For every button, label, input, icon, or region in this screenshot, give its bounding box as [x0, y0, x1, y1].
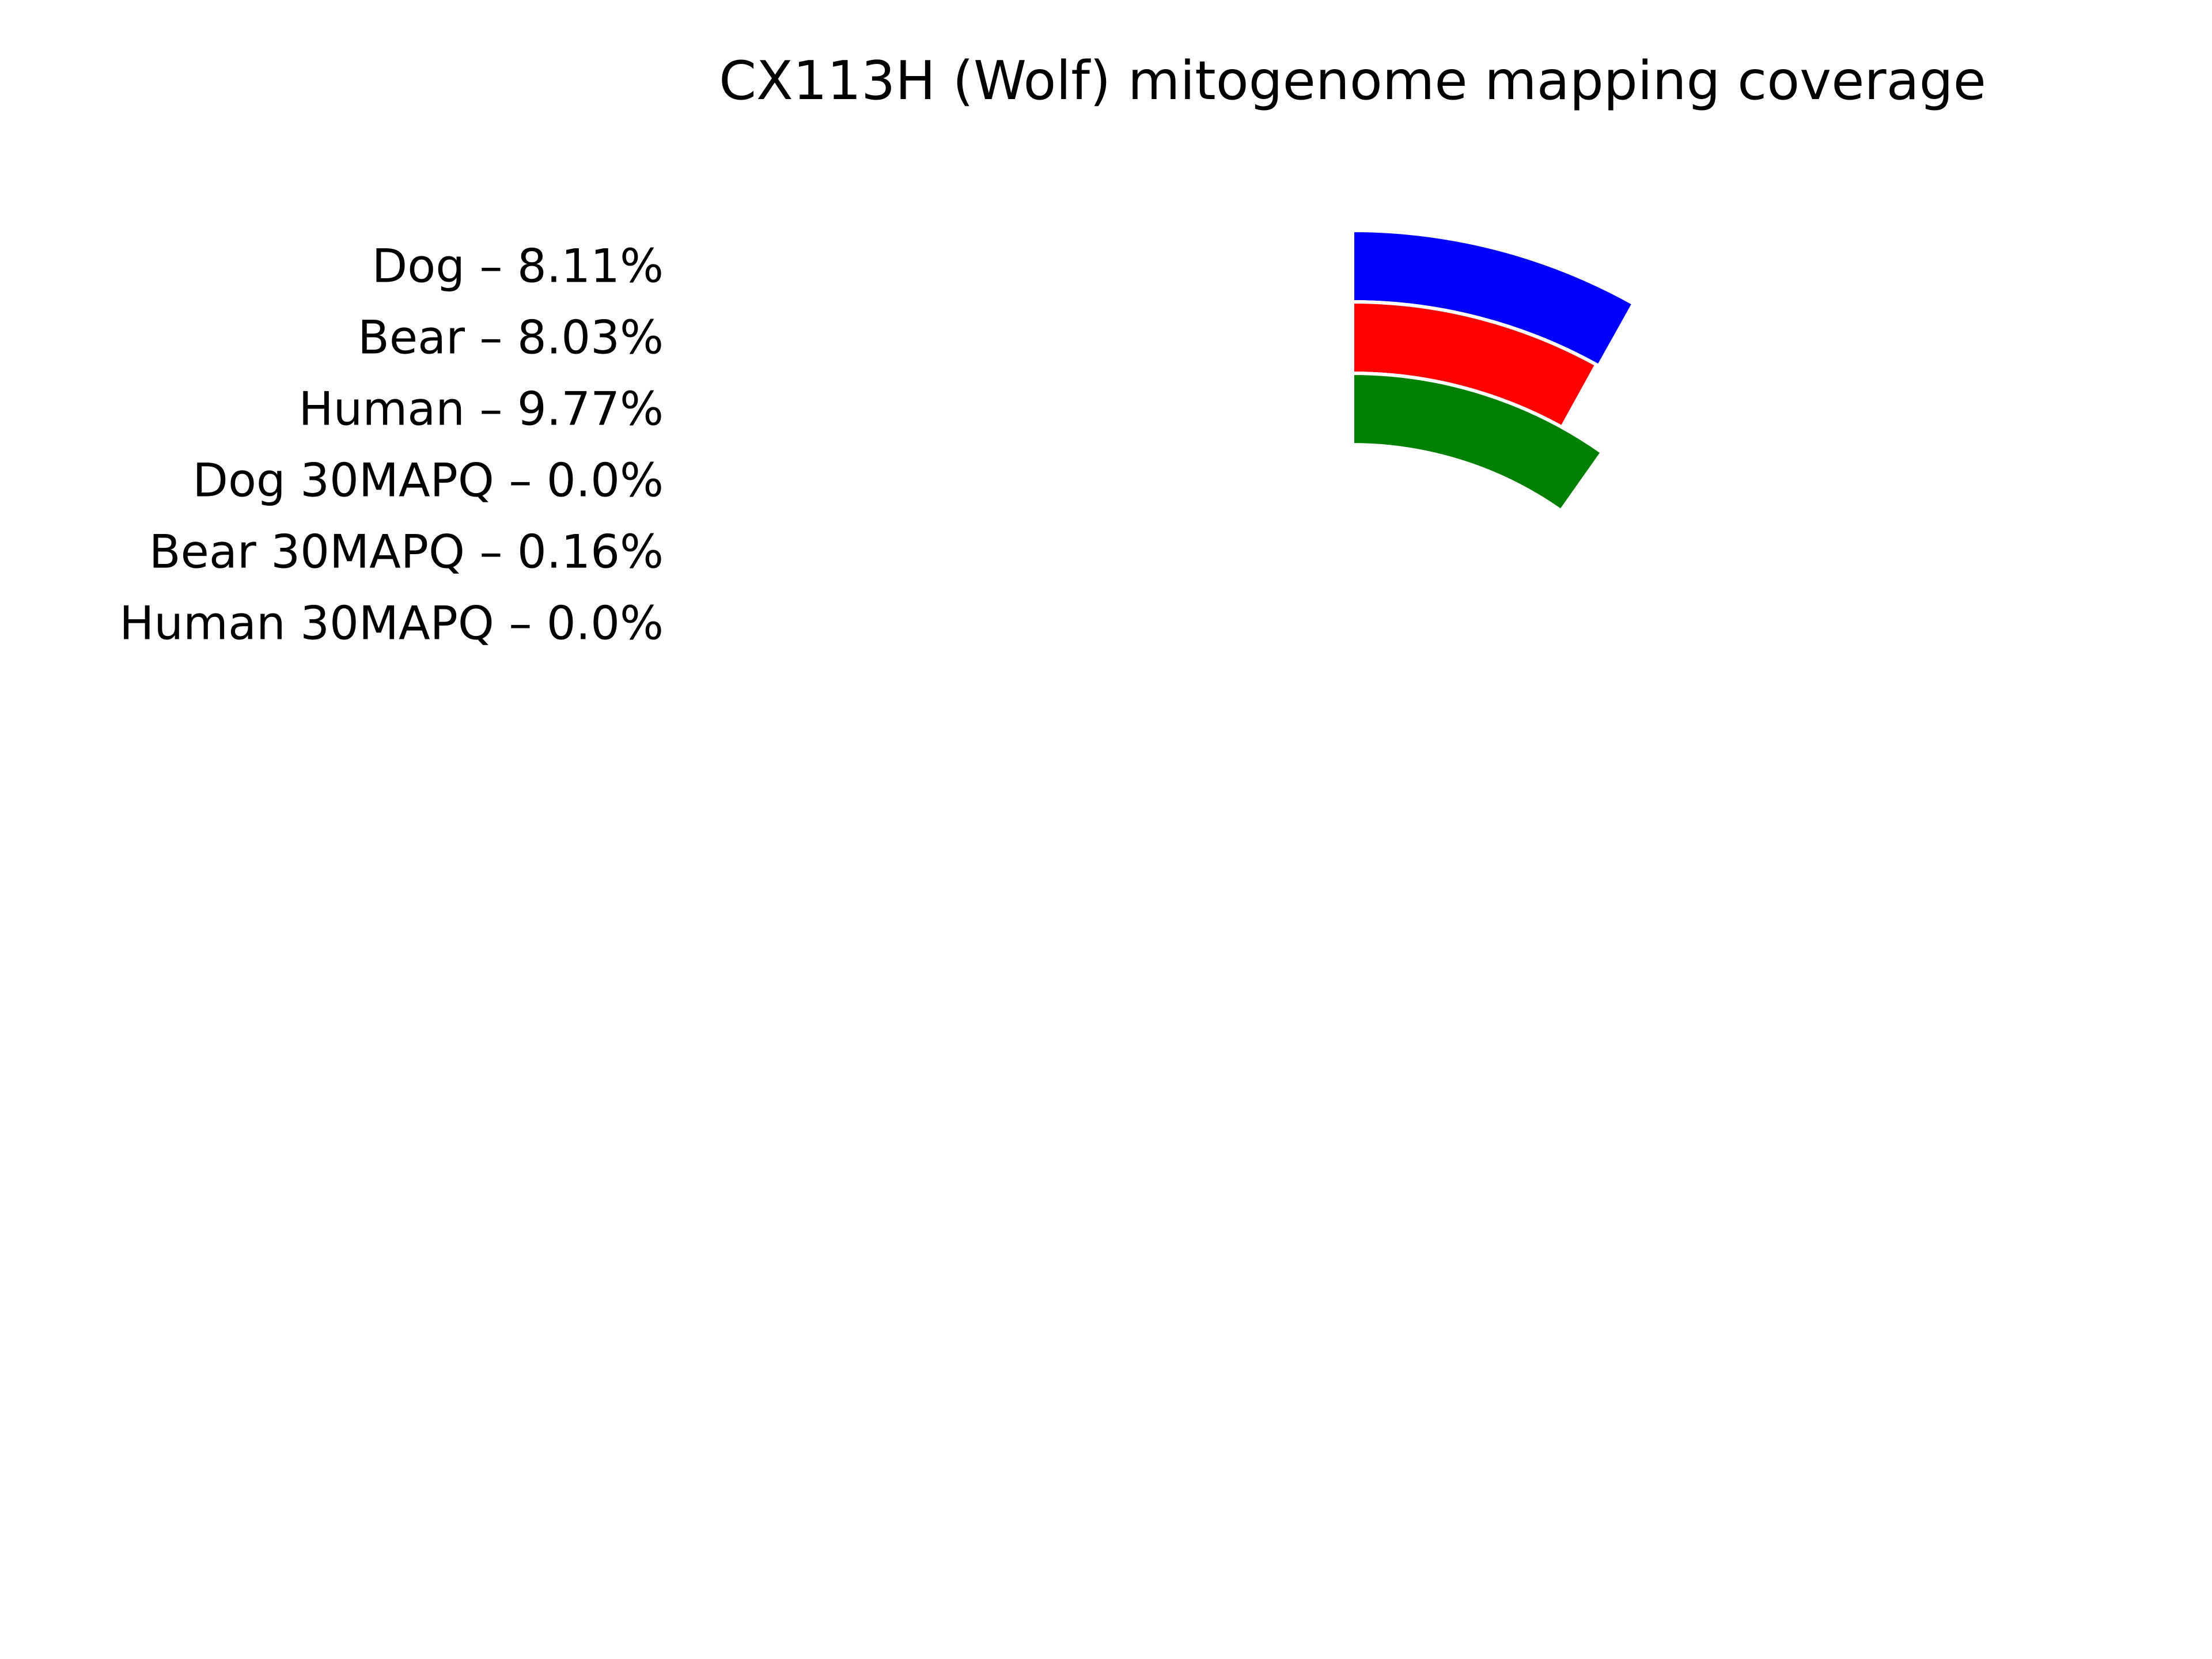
ring-label-bear-30mapq: Bear 30MAPQ – 0.16%: [149, 525, 664, 579]
ring-label-human: Human – 9.77%: [298, 382, 664, 436]
label-group: Dog – 8.11% Bear – 8.03% Human – 9.77% Dog …: [119, 240, 664, 650]
ring-bar-bear-30mapq: [1351, 514, 1358, 590]
ring-label-human-30mapq: Human 30MAPQ – 0.0%: [119, 597, 664, 650]
ring-group: [1351, 228, 1636, 590]
ring-bar-human: [1351, 371, 1605, 513]
ring-label-dog-30mapq: Dog 30MAPQ – 0.0%: [192, 454, 664, 507]
ring-label-dog: Dog – 8.11%: [372, 240, 664, 293]
chart-title: CX113H (Wolf) mitogenome mapping coverag…: [719, 50, 1986, 112]
ring-label-bear: Bear – 8.03%: [358, 311, 664, 365]
